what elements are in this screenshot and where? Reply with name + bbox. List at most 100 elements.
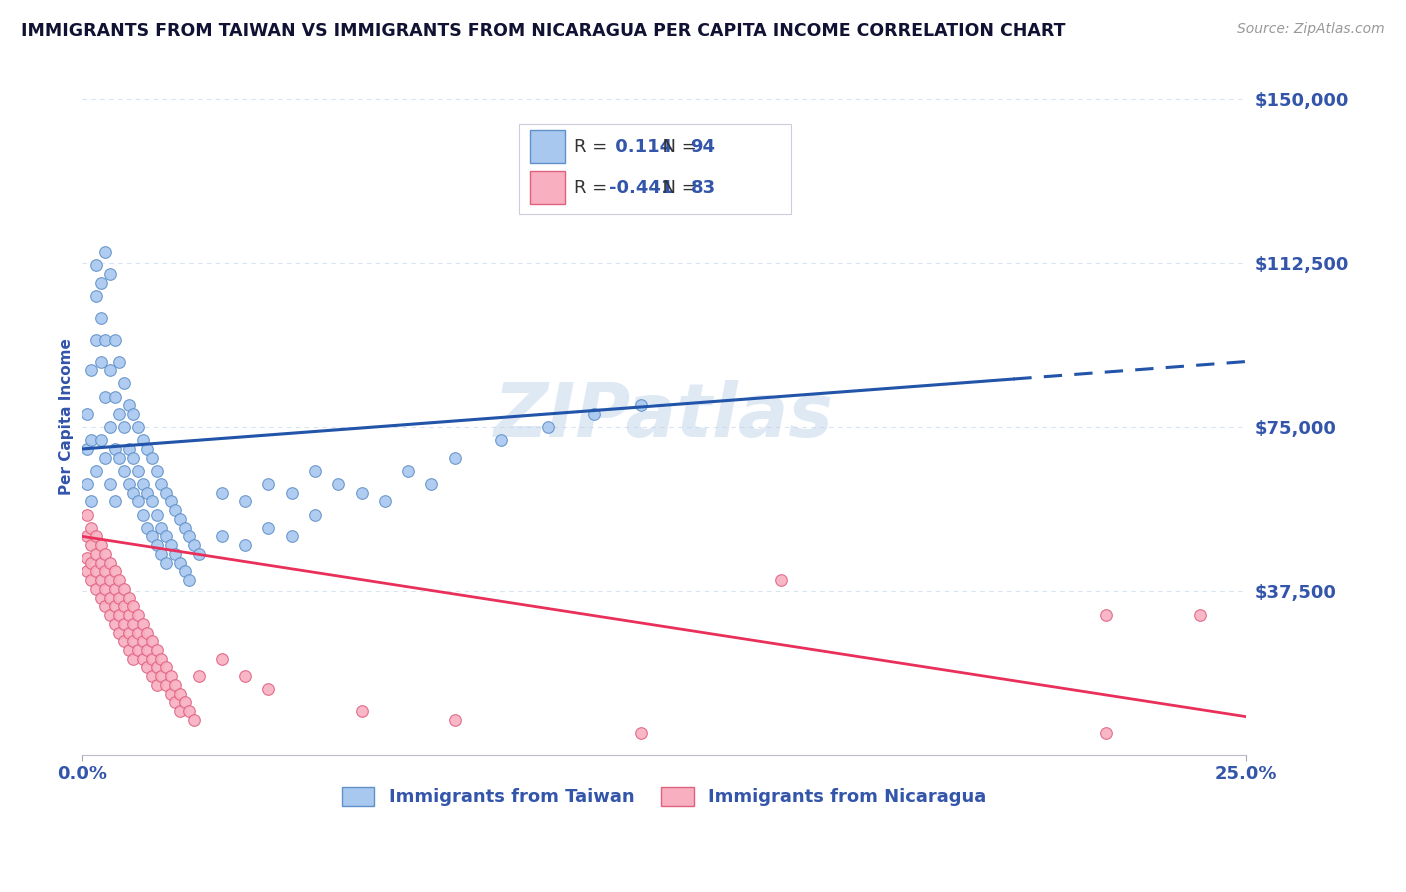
Point	[112, 634, 135, 648]
Point	[118, 608, 141, 623]
Point	[150, 477, 173, 491]
Point	[94, 599, 117, 614]
Point	[136, 521, 159, 535]
Point	[257, 682, 280, 697]
Point	[145, 660, 167, 674]
Point	[90, 556, 112, 570]
Point	[183, 713, 205, 727]
Point	[233, 669, 256, 683]
Point	[155, 678, 177, 692]
Text: -0.441: -0.441	[609, 178, 673, 196]
Point	[104, 599, 127, 614]
Point	[169, 512, 191, 526]
Text: N =: N =	[651, 137, 703, 155]
Point	[122, 634, 145, 648]
Point	[98, 267, 121, 281]
Text: 94: 94	[690, 137, 716, 155]
Point	[374, 494, 396, 508]
Point	[90, 538, 112, 552]
Point	[155, 556, 177, 570]
Text: ZIPatlas: ZIPatlas	[494, 380, 834, 452]
Point	[94, 245, 117, 260]
Point	[173, 565, 195, 579]
Point	[304, 464, 326, 478]
Point	[145, 464, 167, 478]
Point	[108, 573, 131, 587]
Point	[136, 625, 159, 640]
Point	[489, 434, 512, 448]
Point	[165, 503, 187, 517]
Point	[304, 508, 326, 522]
Point	[80, 363, 103, 377]
Point	[169, 556, 191, 570]
Point	[136, 643, 159, 657]
Text: N =: N =	[651, 178, 703, 196]
Text: 0.114: 0.114	[609, 137, 672, 155]
Point	[84, 565, 107, 579]
Point	[76, 508, 98, 522]
Point	[443, 713, 465, 727]
Point	[104, 565, 127, 579]
Point	[1095, 608, 1118, 623]
Point	[183, 538, 205, 552]
Point	[118, 643, 141, 657]
Point	[328, 477, 350, 491]
Point	[131, 477, 153, 491]
Point	[94, 547, 117, 561]
Point	[104, 582, 127, 596]
Point	[211, 529, 233, 543]
Point	[141, 494, 163, 508]
Point	[150, 521, 173, 535]
Point	[108, 354, 131, 368]
Point	[443, 450, 465, 465]
Point	[165, 696, 187, 710]
Point	[94, 333, 117, 347]
Point	[141, 450, 163, 465]
Legend: Immigrants from Taiwan, Immigrants from Nicaragua: Immigrants from Taiwan, Immigrants from …	[335, 780, 994, 814]
Point	[90, 434, 112, 448]
Point	[98, 477, 121, 491]
Point	[122, 450, 145, 465]
Point	[112, 599, 135, 614]
Point	[118, 625, 141, 640]
Point	[108, 608, 131, 623]
Point	[112, 464, 135, 478]
Point	[108, 407, 131, 421]
Point	[84, 547, 107, 561]
Point	[112, 376, 135, 391]
Point	[630, 398, 652, 412]
Point	[104, 494, 127, 508]
Point	[173, 696, 195, 710]
Point	[90, 573, 112, 587]
Point	[131, 652, 153, 666]
Point	[122, 485, 145, 500]
Point	[145, 643, 167, 657]
Point	[122, 616, 145, 631]
Point	[90, 310, 112, 325]
Point	[141, 634, 163, 648]
Point	[90, 276, 112, 290]
Point	[84, 464, 107, 478]
Point	[118, 398, 141, 412]
Point	[104, 616, 127, 631]
Point	[108, 625, 131, 640]
Point	[76, 565, 98, 579]
Point	[169, 687, 191, 701]
Point	[396, 464, 419, 478]
Point	[187, 547, 209, 561]
Point	[420, 477, 443, 491]
Point	[280, 485, 302, 500]
Point	[159, 494, 181, 508]
Point	[155, 660, 177, 674]
Point	[84, 289, 107, 303]
Text: 83: 83	[690, 178, 716, 196]
Point	[76, 442, 98, 456]
Point	[98, 608, 121, 623]
Point	[173, 521, 195, 535]
Point	[104, 390, 127, 404]
Point	[233, 494, 256, 508]
Point	[80, 521, 103, 535]
Point	[350, 485, 373, 500]
Point	[112, 420, 135, 434]
Text: R =: R =	[574, 178, 613, 196]
